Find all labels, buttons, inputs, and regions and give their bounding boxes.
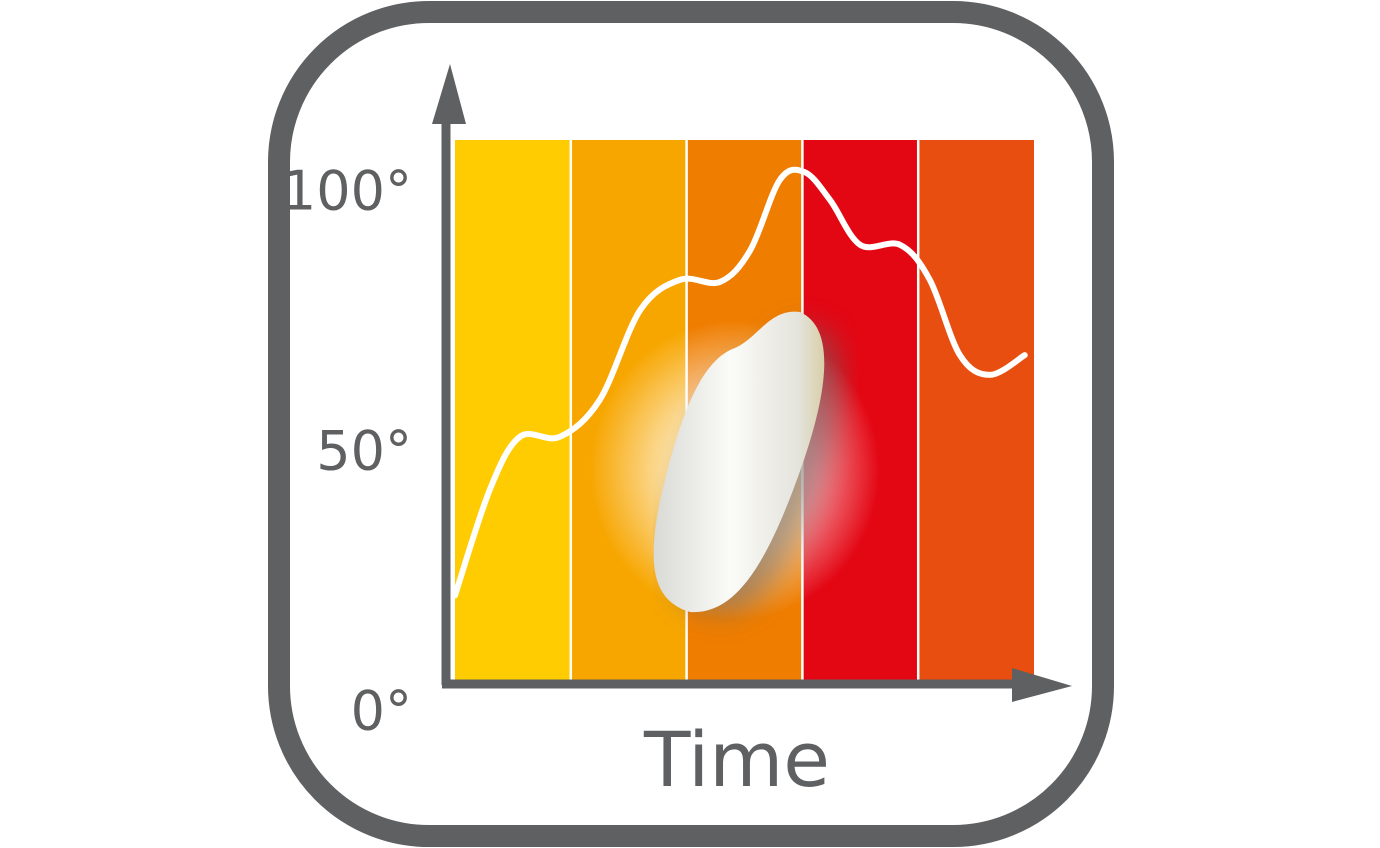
rice-grain (590, 311, 880, 620)
axes (432, 64, 1072, 702)
y-tick-label: 100° (282, 160, 412, 223)
grain (653, 311, 825, 613)
y-tick-label: 0° (351, 680, 412, 743)
y-arrow (432, 64, 466, 124)
temperature-curve (452, 166, 1028, 599)
x-arrow (1012, 668, 1072, 702)
y-tick-label: 50° (316, 420, 412, 483)
band (455, 140, 571, 680)
x-axis-label: Time (643, 715, 830, 804)
band (918, 140, 1034, 680)
